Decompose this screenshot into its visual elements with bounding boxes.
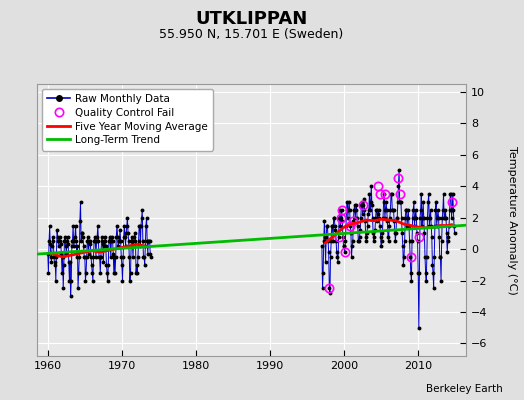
Legend: Raw Monthly Data, Quality Control Fail, Five Year Moving Average, Long-Term Tren: Raw Monthly Data, Quality Control Fail, … xyxy=(42,89,213,150)
Text: Berkeley Earth: Berkeley Earth xyxy=(427,384,503,394)
Text: 55.950 N, 15.701 E (Sweden): 55.950 N, 15.701 E (Sweden) xyxy=(159,28,344,41)
Text: UTKLIPPAN: UTKLIPPAN xyxy=(195,10,308,28)
Y-axis label: Temperature Anomaly (°C): Temperature Anomaly (°C) xyxy=(507,146,517,294)
